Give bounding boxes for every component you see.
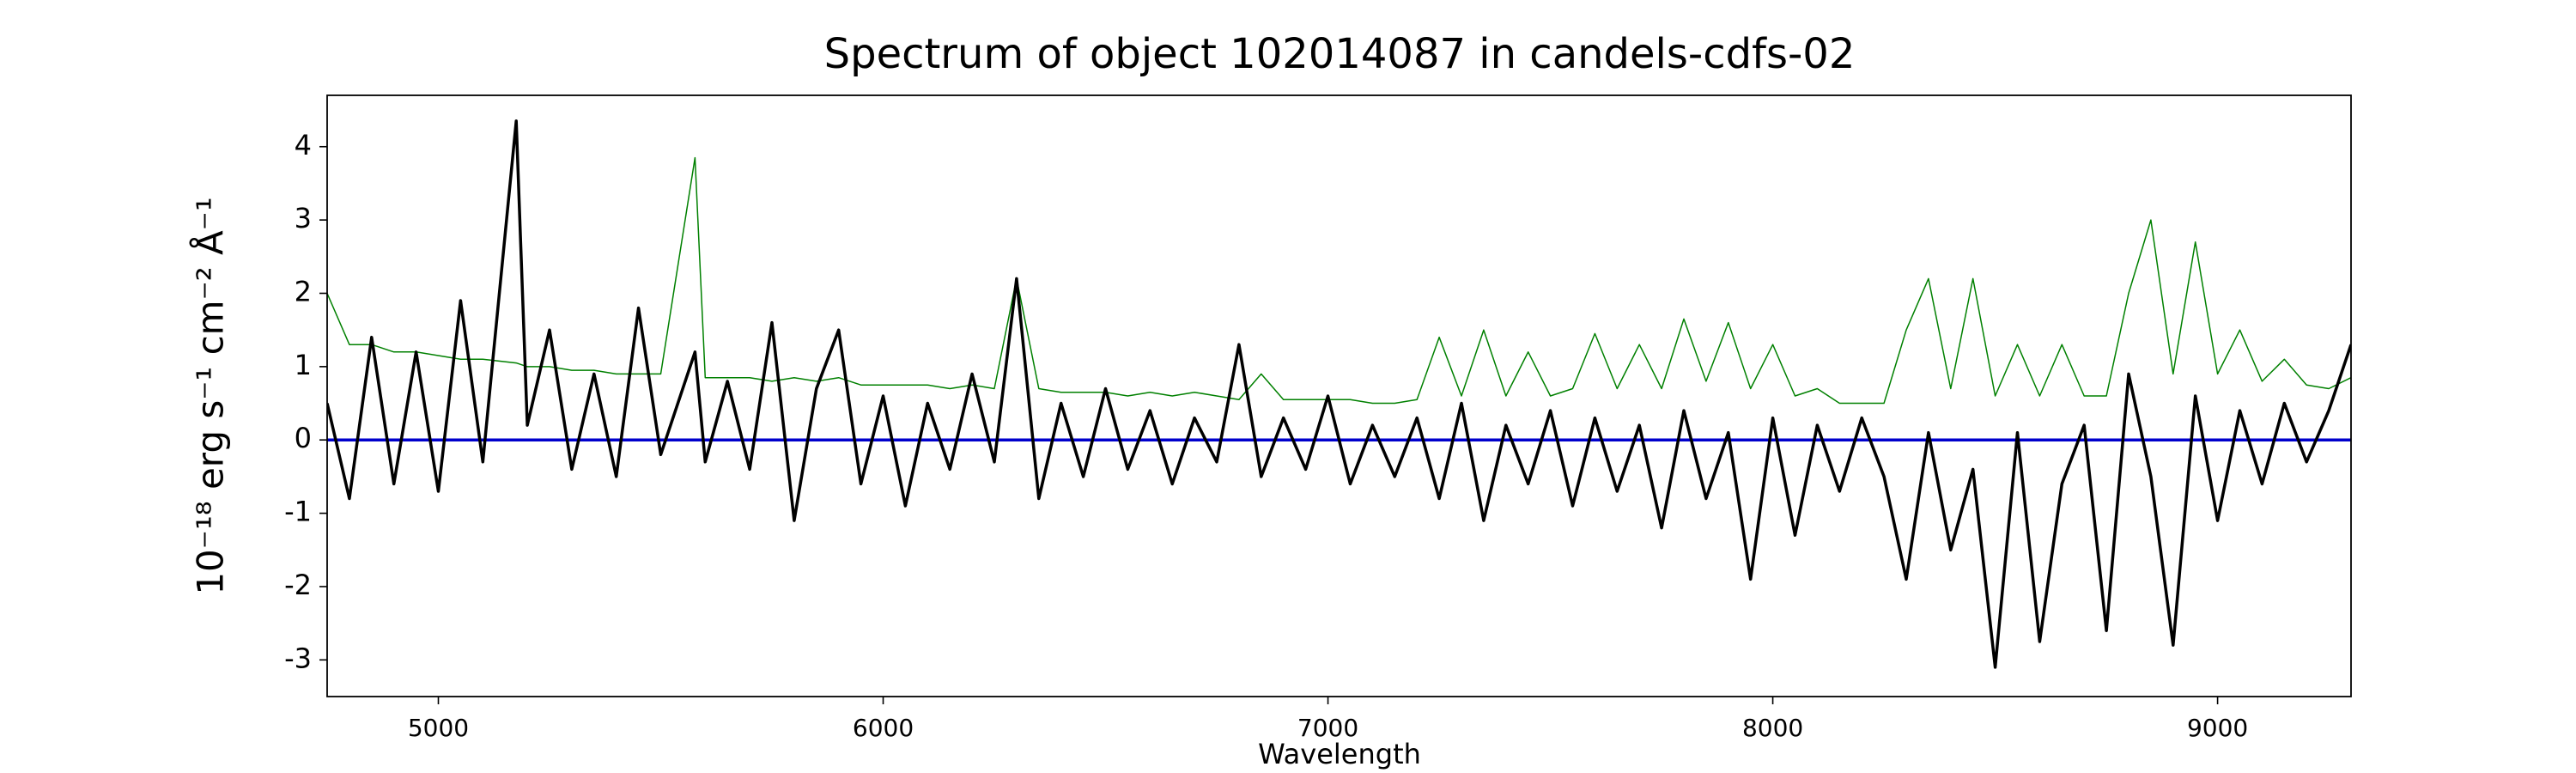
y-tick-label: -2 bbox=[284, 569, 312, 601]
y-tick-label: -1 bbox=[284, 496, 312, 528]
chart-title: Spectrum of object 102014087 in candels-… bbox=[824, 30, 1856, 78]
y-tick-label: 0 bbox=[295, 422, 312, 454]
x-tick-label: 9000 bbox=[2187, 714, 2248, 742]
y-tick-label: 2 bbox=[295, 275, 312, 307]
x-tick-label: 8000 bbox=[1742, 714, 1803, 742]
x-tick-label: 6000 bbox=[853, 714, 914, 742]
x-tick-label: 7000 bbox=[1297, 714, 1358, 742]
y-tick-label: 4 bbox=[295, 129, 312, 161]
spectrum-line bbox=[327, 119, 2351, 669]
y-axis-label: 10⁻¹⁸ erg s⁻¹ cm⁻² Å⁻¹ bbox=[189, 197, 232, 594]
plot-frame bbox=[326, 94, 2352, 697]
y-tick-label: 3 bbox=[295, 202, 312, 234]
y-tick-label: -3 bbox=[284, 642, 312, 674]
y-tick-label: 1 bbox=[295, 349, 312, 381]
spectrum-line bbox=[327, 156, 2351, 405]
x-tick-label: 5000 bbox=[408, 714, 469, 742]
x-axis-label: Wavelength bbox=[1258, 738, 1421, 770]
